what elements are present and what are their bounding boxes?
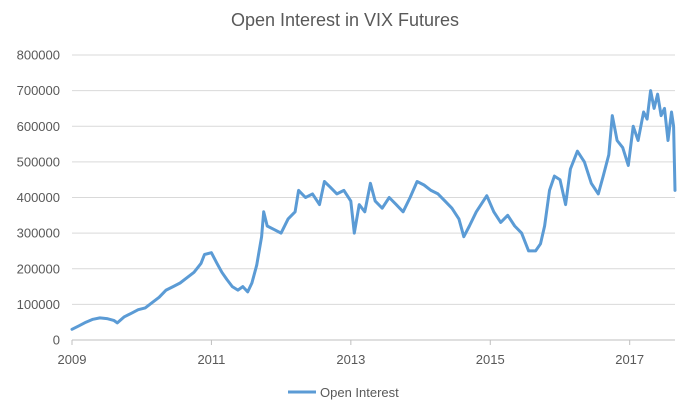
legend: Open Interest: [288, 385, 399, 400]
y-tick-label: 0: [53, 333, 60, 348]
series-layer: [70, 89, 677, 331]
y-tick-label: 700000: [17, 83, 60, 98]
y-tick-label: 100000: [17, 297, 60, 312]
x-tick-label: 2011: [197, 352, 225, 367]
y-tick-label: 300000: [17, 226, 60, 241]
chart-title: Open Interest in VIX Futures: [230, 10, 460, 30]
y-tick-label: 800000: [17, 48, 60, 63]
x-tick-label: 2017: [615, 352, 644, 367]
x-tick-label: 2013: [336, 352, 365, 367]
x-tick-label: 2015: [476, 352, 505, 367]
series-line-open-interest: [70, 89, 677, 331]
y-tick-label: 600000: [17, 119, 60, 134]
legend-label: Open Interest: [320, 385, 399, 400]
y-tick-label: 500000: [17, 154, 60, 169]
y-axis-tick-labels: 0 100000 200000 300000 400000 500000 600000 700…: [17, 48, 60, 348]
y-tick-label: 400000: [17, 190, 60, 205]
y-tick-label: 200000: [17, 261, 60, 276]
x-tick-label: 2009: [58, 352, 87, 367]
x-axis-tick-labels: 2009 2011 2013 2015 2017: [58, 340, 644, 367]
